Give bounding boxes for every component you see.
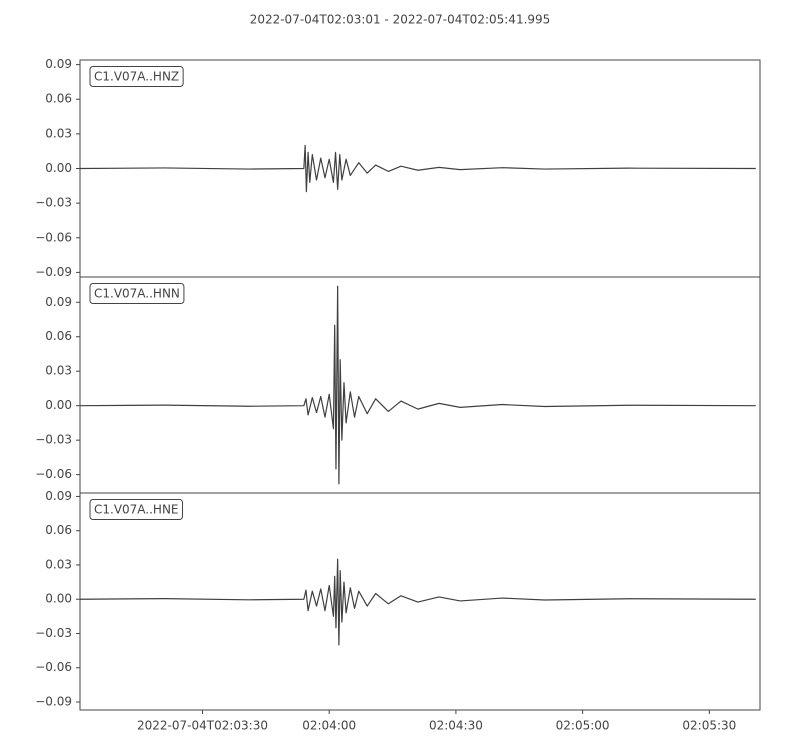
y-tick-label: 0.03 — [45, 364, 72, 378]
trace-label: C1.V07A..HNE — [94, 503, 179, 517]
y-tick-label: −0.06 — [35, 660, 72, 674]
y-tick-label: 0.00 — [45, 398, 72, 412]
trace-label-box — [89, 66, 184, 87]
y-tick-label: 0.06 — [45, 523, 72, 537]
trace-line — [79, 558, 756, 646]
y-tick-label: −0.06 — [35, 467, 72, 481]
y-tick-label: 0.00 — [45, 161, 72, 175]
trace-label-box — [89, 283, 185, 304]
y-tick-label: 0.06 — [45, 329, 72, 343]
y-tick-label: 0.03 — [45, 557, 72, 571]
y-tick-label: 0.03 — [45, 126, 72, 140]
y-tick-label: −0.03 — [35, 196, 72, 210]
y-tick-label: −0.06 — [35, 230, 72, 244]
x-tick-label: 02:05:00 — [556, 719, 610, 733]
y-tick-label: 0.09 — [45, 57, 72, 71]
x-tick-label: 02:05:30 — [682, 719, 736, 733]
chart-title: 2022-07-04T02:03:01 - 2022-07-04T02:05:4… — [250, 13, 551, 27]
trace-line — [79, 144, 756, 193]
y-tick-label: −0.09 — [35, 695, 72, 709]
y-tick-label: 0.09 — [45, 295, 72, 309]
x-tick-label: 02:04:30 — [429, 719, 483, 733]
y-tick-label: −0.09 — [35, 265, 72, 279]
x-tick-label: 2022-07-04T02:03:30 — [137, 719, 268, 733]
panel-frame — [79, 492, 761, 711]
y-tick-label: 0.06 — [45, 92, 72, 106]
trace-label: C1.V07A..HNN — [94, 287, 180, 301]
y-tick-label: −0.03 — [35, 433, 72, 447]
x-tick-label: 02:04:00 — [302, 719, 356, 733]
y-tick-label: −0.03 — [35, 626, 72, 640]
y-tick-label: 0.00 — [45, 592, 72, 606]
y-tick-label: 0.09 — [45, 489, 72, 503]
trace-label-box — [89, 499, 184, 520]
trace-label: C1.V07A..HNZ — [94, 70, 179, 84]
trace-line — [79, 285, 756, 485]
